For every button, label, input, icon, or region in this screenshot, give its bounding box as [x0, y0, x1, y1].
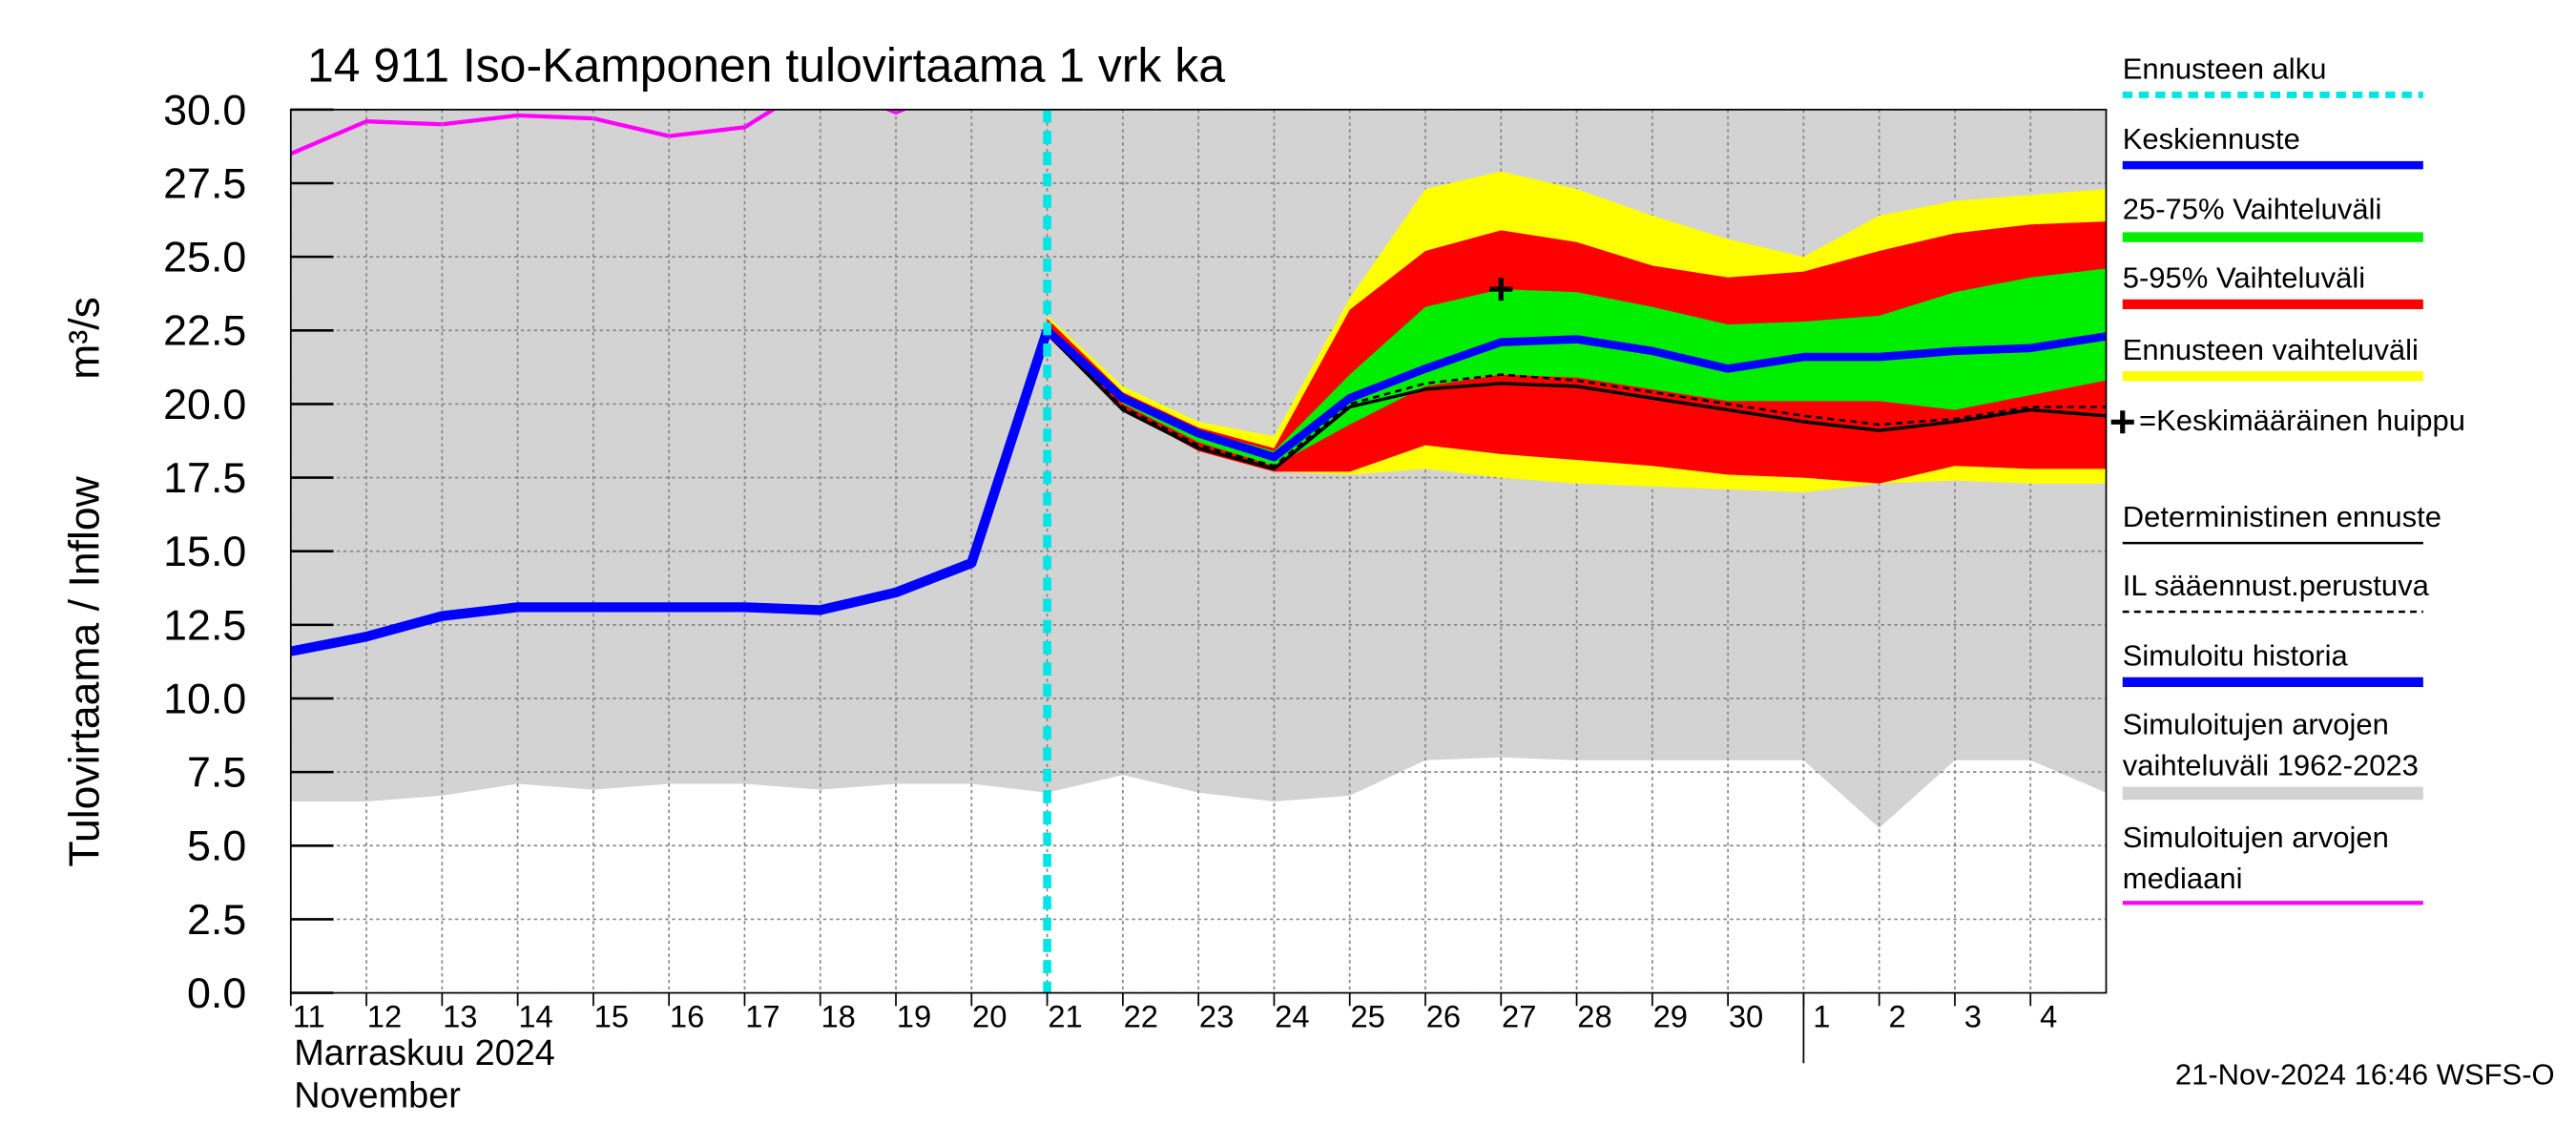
x-tick-label: 30 [1729, 999, 1763, 1034]
x-tick-label: 25 [1350, 999, 1384, 1034]
legend-label: =Keskimääräinen huippu [2138, 404, 2466, 437]
legend-label: Ennusteen alku [2122, 52, 2327, 86]
y-tick-label: 7.5 [187, 750, 246, 797]
x-tick-label: 12 [367, 999, 402, 1034]
legend-label: Deterministinen ennuste [2122, 500, 2441, 533]
peak-marker [1489, 278, 1513, 302]
x-tick-label: 3 [1964, 999, 1982, 1034]
x-tick-label: 14 [518, 999, 552, 1034]
axes: 0.0 2.5 5.0 7.5 10.0 12.5 15.0 17.5 20.0 22.5 25.0… [163, 87, 2108, 1064]
legend-label: Simuloitujen arvojen mediaani [2122, 821, 2389, 895]
x-tick-label: 4 [2040, 999, 2057, 1034]
x-tick-label: 2 [1889, 999, 1906, 1034]
x-tick-label: 20 [972, 999, 1007, 1034]
legend-label: 25-75% Vaihteluväli [2122, 193, 2382, 226]
legend-label: Simuloitujen arvojen vaihteluväli 1962-2… [2122, 708, 2419, 782]
line [1044, 327, 2107, 462]
x-tick-label: 23 [1199, 999, 1234, 1034]
legend-label: Ennusteen vaihteluväli [2122, 333, 2419, 367]
x-tick-label: 11 [293, 999, 325, 1034]
x-tick-label: 22 [1124, 999, 1158, 1034]
x-tick-label: 26 [1426, 999, 1461, 1034]
line [290, 328, 1052, 656]
legend-swatch [2110, 410, 2134, 434]
month-label: November [294, 1076, 461, 1116]
y-tick-label: 15.0 [163, 529, 246, 575]
legend-label: Keskiennuste [2122, 122, 2300, 156]
x-tick-label: 28 [1577, 999, 1611, 1034]
y-tick-label: 17.5 [163, 455, 246, 502]
x-tick-label: 29 [1653, 999, 1688, 1034]
x-tick-label: 15 [594, 999, 629, 1034]
x-tick-label: 18 [821, 999, 856, 1034]
line [290, 109, 908, 156]
y-tick-label: 22.5 [163, 308, 246, 355]
y-tick-label: 27.5 [163, 161, 246, 208]
footer: 21-Nov-2024 16:46 WSFS-O [2175, 1058, 2555, 1092]
y-axis-label: Tulovirtaama / Inflow [61, 475, 108, 866]
chart-title: 14 911 Iso-Kamponen tulovirtaama 1 vrk k… [307, 39, 1225, 93]
y-tick-label: 12.5 [163, 602, 246, 649]
y-tick-label: 20.0 [163, 382, 246, 428]
month-label: Marraskuu 2024 [294, 1033, 555, 1073]
plot [290, 109, 2107, 993]
x-tick-label: 21 [1048, 999, 1082, 1034]
x-tick-label: 27 [1502, 999, 1536, 1034]
y-axis-unit: m³/s [61, 297, 108, 380]
legend-label: 5-95% Vaihteluväli [2122, 261, 2366, 295]
x-tick-label: 1 [1813, 999, 1830, 1034]
y-tick-label: 30.0 [163, 87, 246, 134]
x-tick-label: 17 [745, 999, 779, 1034]
y-tick-label: 5.0 [187, 823, 246, 870]
x-tick-label: 24 [1275, 999, 1309, 1034]
line [1046, 332, 2107, 471]
y-tick-label: 2.5 [187, 897, 246, 944]
band [1047, 268, 2107, 467]
x-tick-label: 16 [670, 999, 704, 1034]
x-tick-label: 13 [443, 999, 477, 1034]
y-tick-label: 10.0 [163, 677, 246, 723]
y-tick-label: 25.0 [163, 235, 246, 281]
legend-label: Simuloitu historia [2122, 639, 2348, 673]
x-tick-label: 19 [897, 999, 931, 1034]
y-tick-label: 0.0 [187, 970, 246, 1017]
legend-label: IL sääennust.perustuva [2122, 569, 2429, 602]
